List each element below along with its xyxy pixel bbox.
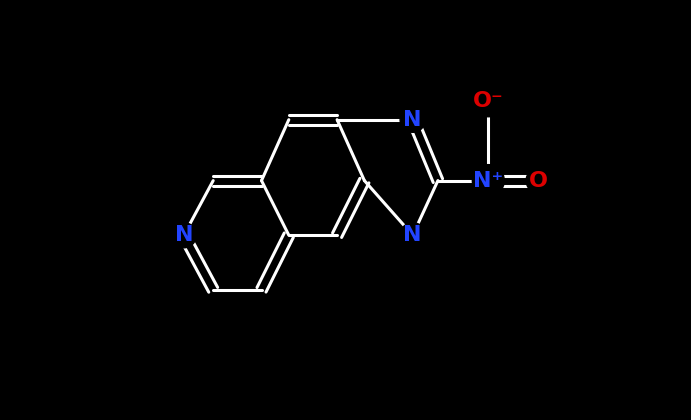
Text: N: N: [404, 225, 422, 245]
Text: O⁻: O⁻: [473, 91, 504, 111]
Circle shape: [400, 223, 425, 248]
Circle shape: [526, 168, 551, 193]
Text: O: O: [529, 171, 548, 191]
Circle shape: [473, 85, 504, 117]
Circle shape: [171, 223, 196, 248]
Text: N⁺: N⁺: [473, 171, 504, 191]
Circle shape: [473, 165, 504, 197]
Circle shape: [400, 107, 425, 132]
Text: N: N: [175, 225, 193, 245]
Text: N: N: [404, 110, 422, 130]
